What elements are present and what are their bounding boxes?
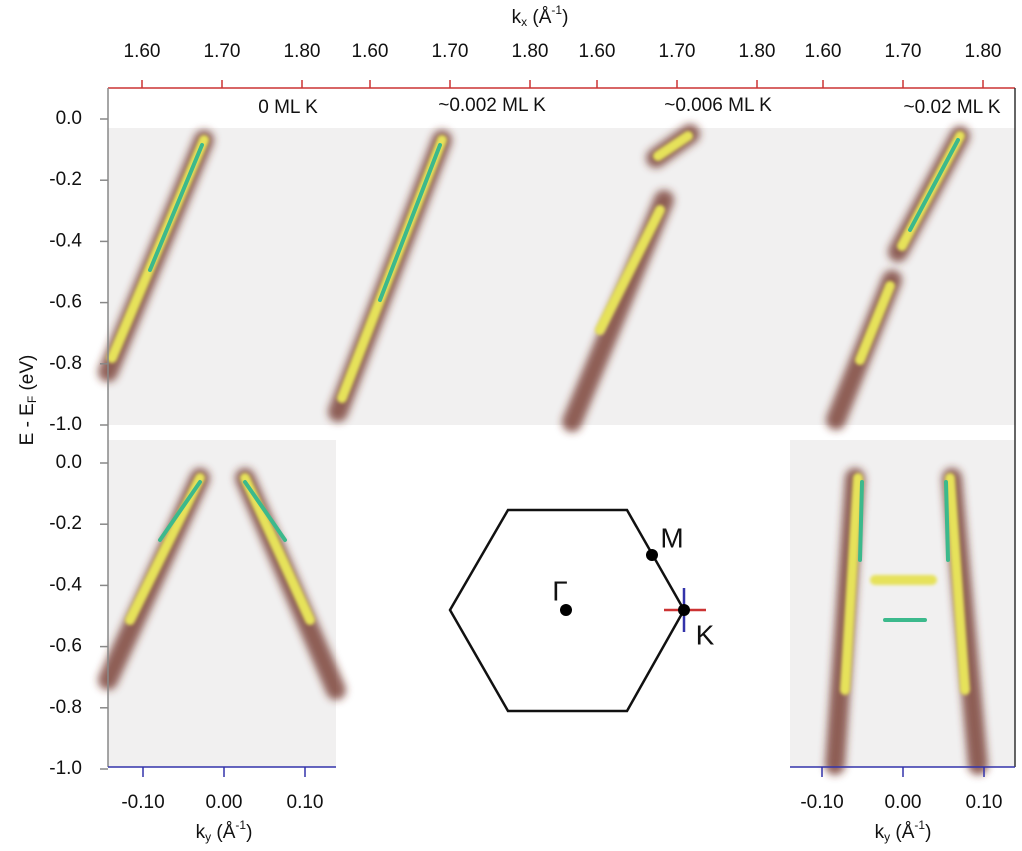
left-tick-label: -0.2 (49, 513, 82, 534)
top-tick-label: 1.80 (739, 41, 776, 62)
left-tick-label: -0.6 (49, 636, 82, 657)
panel-label: ~0.002 ML K (438, 95, 546, 116)
left-tick-label: -1.0 (49, 758, 82, 779)
top-tick-label: 1.60 (124, 41, 161, 62)
left-tick-label: 0.0 (56, 452, 82, 473)
brillouin-zone: Γ M K (450, 510, 715, 711)
top-tick-label: 1.70 (432, 41, 469, 62)
top-tick-label: 1.80 (284, 41, 321, 62)
top-tick-label: 1.60 (579, 41, 616, 62)
left-tick-label: -0.4 (49, 574, 82, 595)
left-tick-label: -1.0 (49, 414, 82, 435)
top-tick-label: 1.80 (965, 41, 1002, 62)
bottom-tick-label: 0.10 (287, 792, 324, 813)
panel-label: 0 ML K (258, 97, 318, 118)
top-tick-label: 1.70 (204, 41, 241, 62)
top-tick-label: 1.80 (512, 41, 549, 62)
top-tick-label: 1.70 (885, 41, 922, 62)
top-tick-label: 1.60 (352, 41, 389, 62)
left-tick-label: 0.0 (56, 108, 82, 129)
top-tick-label: 1.70 (659, 41, 696, 62)
bottom-axis-title: ky (Å-1) (196, 818, 253, 844)
k-label: K (696, 619, 715, 650)
left-tick-label: -0.6 (49, 292, 82, 313)
bottom-tick-label: -0.10 (121, 792, 164, 813)
left-tick-label: -0.4 (49, 230, 82, 251)
panel-backgrounds (108, 128, 1015, 767)
left-axis-title: E - EF (eV) (17, 355, 39, 446)
figure: kx (Å-1) E - EF (eV) ky (Å-1) ky (Å-1) 0… (0, 0, 1022, 851)
left-tick-label: -0.2 (49, 169, 82, 190)
left-tick-label: -0.8 (49, 697, 82, 718)
bottom-tick-label: 0.00 (885, 792, 922, 813)
top-tick-label: 1.60 (805, 41, 842, 62)
panel-label: ~0.006 ML K (664, 95, 772, 116)
bottom-tick-label: 0.00 (206, 792, 243, 813)
bottom-tick-label: -0.10 (800, 792, 843, 813)
bottom-axis-title: ky (Å-1) (875, 818, 932, 844)
left-tick-label: -0.8 (49, 353, 82, 374)
m-label: M (660, 522, 683, 553)
bottom-tick-label: 0.10 (966, 792, 1003, 813)
panel-label: ~0.02 ML K (904, 97, 1001, 118)
gamma-label: Γ (552, 575, 567, 606)
top-axis-title: kx (Å-1) (512, 3, 569, 29)
